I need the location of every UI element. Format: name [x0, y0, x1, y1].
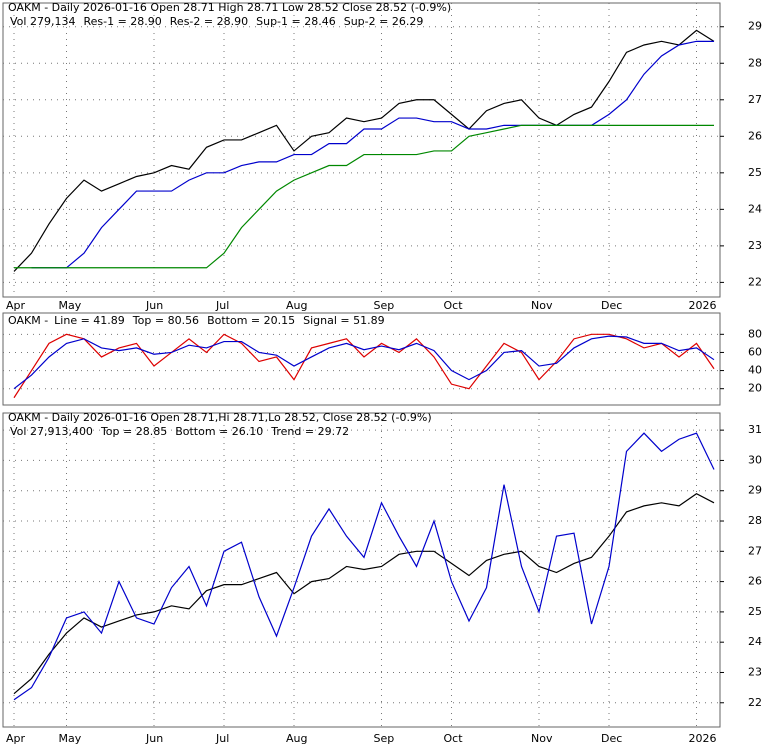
series-line: [13, 432, 715, 701]
panel-title: OAKM -: [8, 314, 48, 327]
x-tick-label: Jun: [145, 732, 163, 745]
series-line: [13, 333, 715, 399]
x-tick-label: Apr: [6, 732, 26, 745]
legend-entry: Vol 279,134: [10, 15, 75, 28]
series-line: [13, 493, 715, 695]
y-tick-label: 22: [748, 696, 762, 709]
y-tick-label: 23: [748, 665, 762, 678]
y-tick-label: 27: [748, 544, 762, 557]
y-tick-label: 30: [748, 453, 762, 466]
y-tick-label: 20: [748, 382, 762, 395]
legend-entry: Signal = 51.89: [303, 314, 385, 327]
y-tick-label: 80: [748, 327, 762, 340]
y-tick-label: 27: [748, 93, 762, 106]
panel-frame: [2, 2, 721, 298]
y-tick-label: 26: [748, 129, 762, 142]
x-tick-label: Jul: [215, 732, 229, 745]
panel-title: OAKM - Daily 2026-01-16 Open 28.71 High …: [8, 1, 451, 14]
x-tick-label: Apr: [6, 299, 26, 312]
y-tick-label: 24: [748, 202, 762, 215]
legend-entry: Res-2 = 28.90: [170, 15, 248, 28]
x-tick-label: Sep: [374, 732, 395, 745]
legend-entry: Res-1 = 28.90: [83, 15, 161, 28]
y-tick-label: 24: [748, 635, 762, 648]
x-tick-label: May: [59, 299, 82, 312]
x-tick-label: Nov: [531, 732, 553, 745]
series-line: [31, 40, 714, 269]
x-tick-label: Oct: [444, 299, 464, 312]
legend-entry: Vol 27,913,400: [10, 425, 93, 438]
y-tick-label: 60: [748, 345, 762, 358]
x-tick-label: May: [59, 732, 82, 745]
legend-entry: Top = 80.56: [132, 314, 199, 327]
x-tick-label: Sep: [374, 299, 395, 312]
series-line: [13, 29, 715, 272]
y-tick-label: 29: [748, 484, 762, 497]
x-tick-label: Dec: [601, 732, 622, 745]
x-tick-label: 2026: [689, 299, 717, 312]
legend-entry: Top = 28.85: [100, 425, 167, 438]
panel-title: OAKM - Daily 2026-01-16 Open 28.71,Hi 28…: [8, 411, 432, 424]
panel-frame: [2, 312, 721, 406]
x-tick-label: Aug: [286, 732, 307, 745]
y-tick-label: 26: [748, 575, 762, 588]
y-tick-label: 29: [748, 20, 762, 33]
legend-entry: Sup-2 = 26.29: [344, 15, 424, 28]
series-line: [14, 124, 714, 269]
x-tick-label: Jul: [215, 299, 229, 312]
y-tick-label: 25: [748, 166, 762, 179]
x-tick-label: Dec: [601, 299, 622, 312]
x-tick-label: 2026: [689, 732, 717, 745]
legend-entry: Trend = 29.72: [270, 425, 349, 438]
legend-entry: Bottom = 26.10: [175, 425, 263, 438]
x-tick-label: Jun: [145, 299, 163, 312]
y-tick-label: 23: [748, 239, 762, 252]
legend-entry: Bottom = 20.15: [207, 314, 295, 327]
x-tick-label: Nov: [531, 299, 553, 312]
x-tick-label: Oct: [444, 732, 464, 745]
x-tick-label: Aug: [286, 299, 307, 312]
y-tick-label: 28: [748, 56, 762, 69]
legend-entry: Sup-1 = 28.46: [256, 15, 336, 28]
legend-entry: Line = 41.89: [54, 314, 125, 327]
y-tick-label: 40: [748, 364, 762, 377]
panel-frame: [2, 412, 721, 728]
y-tick-label: 22: [748, 275, 762, 288]
y-tick-label: 25: [748, 605, 762, 618]
y-tick-label: 31: [748, 423, 762, 436]
series-line: [13, 335, 715, 390]
y-tick-label: 28: [748, 514, 762, 527]
